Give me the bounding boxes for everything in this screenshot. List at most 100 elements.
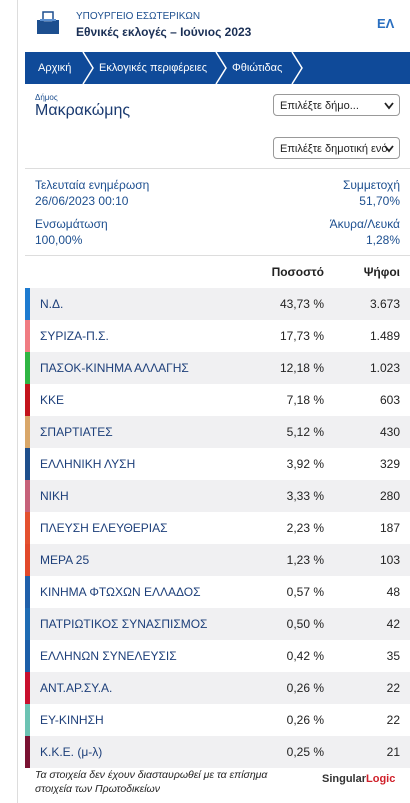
party-percent: 2,23 %	[286, 521, 324, 535]
party-percent: 7,18 %	[286, 393, 324, 407]
party-color	[25, 736, 30, 768]
party-color	[25, 704, 30, 736]
party-votes: 22	[386, 713, 400, 727]
party-color	[25, 576, 30, 608]
party-color	[25, 512, 30, 544]
chevron	[384, 102, 394, 110]
breadcrumb-item[interactable]: Αρχική	[38, 62, 72, 74]
brand: SingularLogic	[322, 773, 395, 785]
party-percent: 12,18 %	[279, 361, 324, 375]
party-votes: 1.023	[369, 361, 400, 375]
result-row: Ν.Δ. 43,73 % 3.673	[25, 288, 410, 320]
party-color	[25, 320, 30, 352]
divider	[25, 168, 410, 169]
party-votes: 280	[379, 489, 400, 503]
party-votes: 187	[379, 521, 400, 535]
party-color	[25, 672, 30, 704]
integration-label: Ενσωμάτωση	[35, 217, 108, 231]
party-percent: 3,33 %	[286, 489, 324, 503]
result-row: ΕΥ-ΚΙΝΗΣΗ 0,26 % 22	[25, 704, 410, 736]
party-name: ΕΛΛΗΝΙΚΗ ΛΥΣΗ	[40, 457, 136, 471]
chevron	[384, 145, 394, 153]
party-percent: 0,57 %	[286, 585, 324, 599]
municipality-select[interactable]: Επιλέξτε δήμο...	[273, 94, 400, 116]
municipality-label: Δήμος	[35, 93, 58, 102]
party-color	[25, 544, 30, 576]
column-header: Ψήφοι	[363, 265, 400, 279]
election-title: Εθνικές εκλογές – Ιούνιος 2023	[76, 25, 252, 39]
brand-part: Singular	[322, 773, 367, 785]
party-votes: 3.673	[369, 297, 400, 311]
select-text: Επιλέξτε δήμο...	[280, 100, 359, 112]
result-row: ΠΛΕΥΣΗ ΕΛΕΥΘΕΡΙΑΣ 2,23 % 187	[25, 512, 410, 544]
party-percent: 1,23 %	[286, 553, 324, 567]
party-percent: 3,92 %	[286, 457, 324, 471]
side-border	[17, 0, 18, 803]
breadcrumb-sep	[82, 52, 94, 84]
party-percent: 0,25 %	[286, 745, 324, 759]
brand-part: Logic	[366, 773, 396, 785]
breadcrumb-sep	[215, 52, 227, 84]
updated-value: 26/06/2023 00:10	[35, 194, 129, 208]
party-percent: 0,26 %	[286, 681, 324, 695]
result-row: ΠΑΤΡΙΩΤΙΚΟΣ ΣΥΝΑΣΠΙΣΜΟΣ 0,50 % 42	[25, 608, 410, 640]
updated-label: Τελευταία ενημέρωση	[35, 178, 150, 192]
unit-select[interactable]: Επιλέξτε δημοτική ενό	[273, 137, 400, 159]
result-row: ΠΑΣΟΚ-ΚΙΝΗΜΑ ΑΛΛΑΓΗΣ 12,18 % 1.023	[25, 352, 410, 384]
select-text: Επιλέξτε δημοτική ενό	[280, 143, 388, 155]
party-votes: 48	[386, 585, 400, 599]
party-votes: 103	[379, 553, 400, 567]
party-name: Ν.Δ.	[40, 297, 64, 311]
party-name: ΕΥ-ΚΙΝΗΣΗ	[40, 713, 104, 727]
party-color	[25, 640, 30, 672]
invalid-value: 1,28%	[365, 233, 400, 247]
party-name: ΣΥΡΙΖΑ-Π.Σ.	[40, 329, 109, 343]
breadcrumb-bar: Αρχική Εκλογικές περιφέρειες Φθιώτιδας	[25, 52, 410, 84]
party-color	[25, 416, 30, 448]
party-votes: 35	[386, 649, 400, 663]
breadcrumb-item[interactable]: Φθιώτιδας	[232, 62, 283, 74]
party-votes: 329	[379, 457, 400, 471]
divider	[25, 255, 410, 256]
party-votes: 603	[379, 393, 400, 407]
party-name: ΠΛΕΥΣΗ ΕΛΕΥΘΕΡΙΑΣ	[40, 521, 168, 535]
party-percent: 0,42 %	[286, 649, 324, 663]
result-row: ΕΛΛΗΝΩΝ ΣΥΝΕΛΕΥΣΙΣ 0,42 % 35	[25, 640, 410, 672]
breadcrumb-sep	[291, 52, 303, 84]
result-row: ΚΚΕ 7,18 % 603	[25, 384, 410, 416]
party-color	[25, 608, 30, 640]
party-percent: 5,12 %	[286, 425, 324, 439]
party-name: ΜΕΡΑ 25	[40, 553, 90, 567]
party-votes: 430	[379, 425, 400, 439]
result-row: ΝΙΚΗ 3,33 % 280	[25, 480, 410, 512]
party-color	[25, 480, 30, 512]
breadcrumb-item[interactable]: Εκλογικές περιφέρειες	[99, 62, 208, 74]
party-votes: 42	[386, 617, 400, 631]
party-votes: 21	[386, 745, 400, 759]
result-row: ΚΙΝΗΜΑ ΦΤΩΧΩΝ ΕΛΛΑΔΟΣ 0,57 % 48	[25, 576, 410, 608]
party-name: ΣΠΑΡΤΙΑΤΕΣ	[40, 425, 113, 439]
result-row: ΑΝΤ.ΑΡ.ΣΥ.Α. 0,26 % 22	[25, 672, 410, 704]
party-votes: 1.489	[369, 329, 400, 343]
party-color	[25, 352, 30, 384]
result-row: ΣΠΑΡΤΙΑΤΕΣ 5,12 % 430	[25, 416, 410, 448]
party-color	[25, 384, 30, 416]
party-percent: 0,26 %	[286, 713, 324, 727]
party-percent: 0,50 %	[286, 617, 324, 631]
municipality-name: Μακρακώμης	[35, 102, 131, 119]
logo	[37, 11, 59, 34]
result-row: Κ.Κ.Ε. (μ-λ) 0,25 % 21	[25, 736, 410, 768]
party-name: Κ.Κ.Ε. (μ-λ)	[40, 745, 103, 759]
party-name: ΕΛΛΗΝΩΝ ΣΥΝΕΛΕΥΣΙΣ	[40, 649, 177, 663]
party-name: ΑΝΤ.ΑΡ.ΣΥ.Α.	[40, 681, 113, 695]
party-votes: 22	[386, 681, 400, 695]
language[interactable]: ΕΛ	[377, 16, 395, 31]
party-name: ΚΙΝΗΜΑ ΦΤΩΧΩΝ ΕΛΛΑΔΟΣ	[40, 585, 201, 599]
ministry: ΥΠΟΥΡΓΕΙΟ ΕΣΩΤΕΡΙΚΩΝ	[76, 11, 201, 22]
party-percent: 43,73 %	[279, 297, 324, 311]
invalid-label: Άκυρα/Λευκά	[329, 217, 400, 231]
party-name: ΠΑΤΡΙΩΤΙΚΟΣ ΣΥΝΑΣΠΙΣΜΟΣ	[40, 617, 208, 631]
integration-value: 100,00%	[35, 233, 83, 247]
